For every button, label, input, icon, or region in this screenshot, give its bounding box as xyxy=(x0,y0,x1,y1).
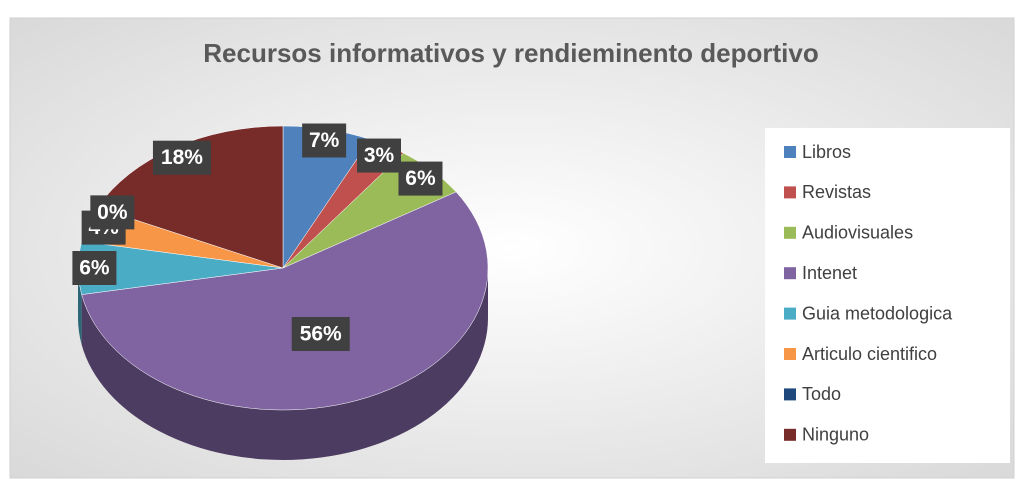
data-label-box xyxy=(302,123,347,158)
data-label: 56% xyxy=(300,323,342,346)
legend-swatch xyxy=(784,267,796,280)
legend-swatch xyxy=(784,226,796,239)
data-labels: 7%3%6%56%6%4%0%18% xyxy=(72,123,443,352)
slice-side xyxy=(81,268,489,461)
data-label: 3% xyxy=(364,144,395,167)
legend-label: Revistas xyxy=(802,182,871,202)
data-label: 0% xyxy=(97,201,128,224)
legend-label: Todo xyxy=(802,384,841,404)
legend-label: Guia metodologica xyxy=(802,303,953,323)
data-label-box xyxy=(398,161,443,196)
legend-label: Libros xyxy=(802,142,851,162)
data-label-box xyxy=(152,140,211,175)
legend-swatch xyxy=(784,186,796,199)
slice xyxy=(81,191,489,411)
legend-box xyxy=(765,128,1010,463)
legend-label: Ninguno xyxy=(802,425,869,445)
data-label-box xyxy=(357,138,402,173)
legend-label: Articulo cientifico xyxy=(802,344,937,364)
data-label-box xyxy=(90,195,135,230)
legend-swatch xyxy=(784,348,796,360)
chart-title: Recursos informativos y rendieminento de… xyxy=(203,38,818,68)
legend-swatch xyxy=(784,388,796,401)
slice-side xyxy=(78,268,82,345)
data-label-box xyxy=(291,317,350,352)
data-label: 6% xyxy=(79,257,110,280)
data-label-box xyxy=(72,251,117,285)
legend-label: Audiovisuales xyxy=(802,223,913,243)
data-label: 6% xyxy=(405,167,436,190)
data-label: 18% xyxy=(161,146,203,169)
legend-swatch xyxy=(784,307,796,320)
data-label: 7% xyxy=(309,129,340,152)
legend-label: Intenet xyxy=(802,263,857,283)
legend: Libros Revistas Audiovisuales Intenet Guia m… xyxy=(784,142,953,445)
pie-sides xyxy=(78,268,489,461)
legend-swatch xyxy=(784,146,796,158)
legend-swatch xyxy=(784,428,796,441)
